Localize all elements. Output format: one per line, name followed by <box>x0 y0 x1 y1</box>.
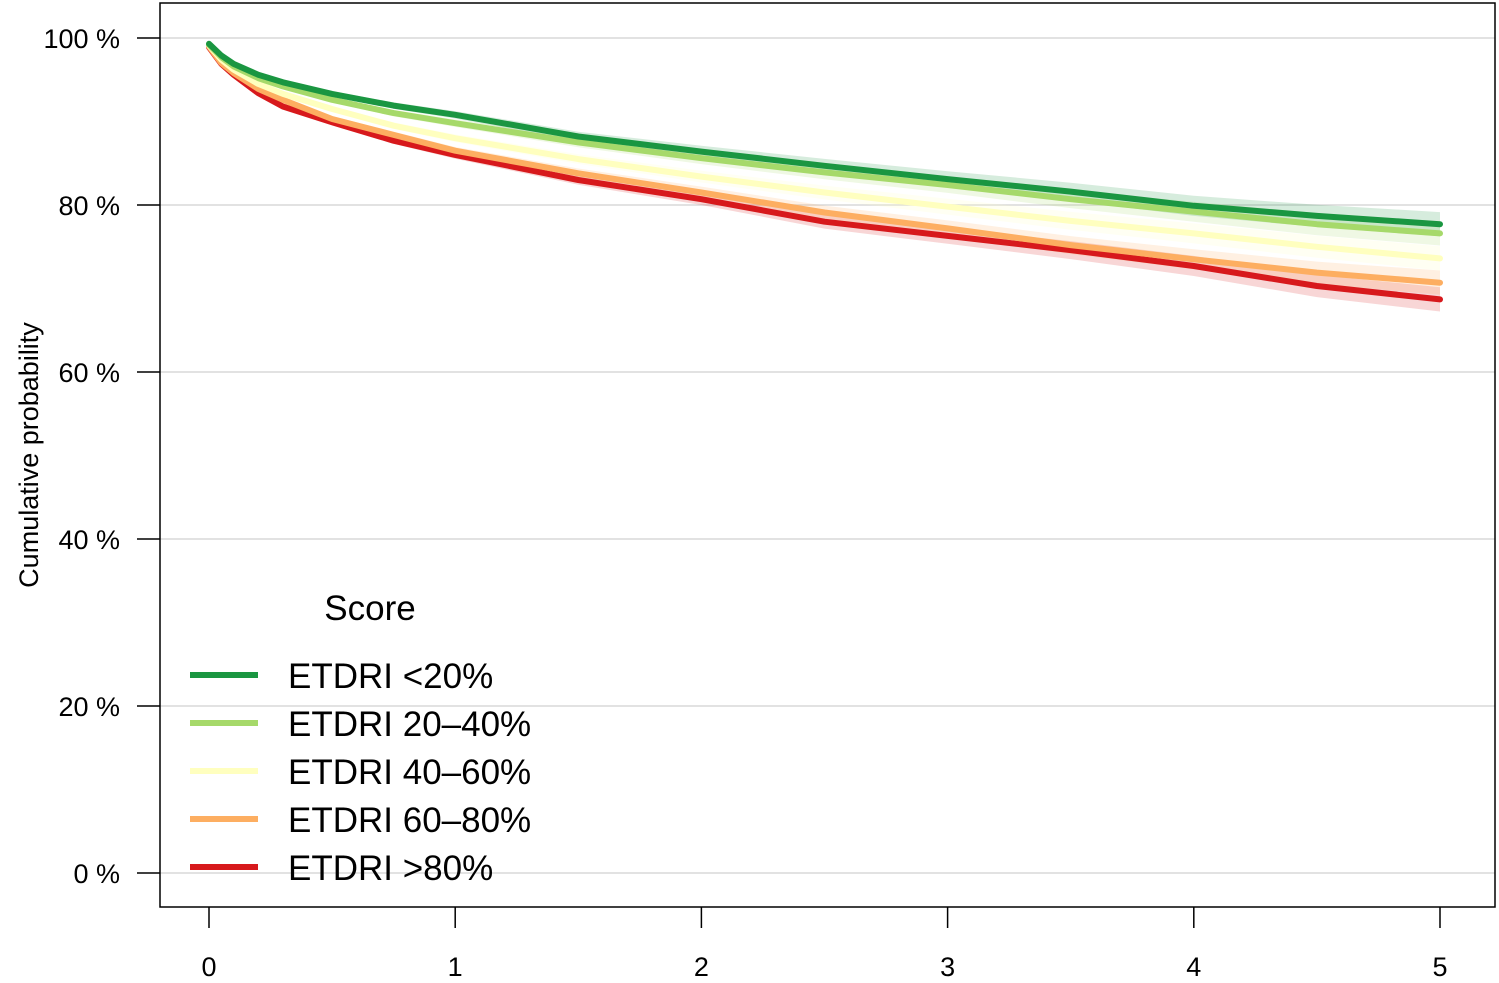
y-tick-label: 80 % <box>58 191 120 221</box>
legend-label: ETDRI 20–40% <box>288 705 531 744</box>
legend-title: Score <box>324 589 415 628</box>
x-tick-label: 3 <box>940 952 955 982</box>
y-tick-label: 20 % <box>58 692 120 722</box>
y-axis: 0 % 20 % 40 % 60 % 80 % 100 % <box>43 24 160 889</box>
x-tick-label: 5 <box>1432 952 1447 982</box>
legend-label: ETDRI >80% <box>288 849 493 888</box>
series-line <box>206 40 1443 228</box>
x-tick-label: 2 <box>694 952 709 982</box>
x-tick-label: 4 <box>1186 952 1201 982</box>
series-lines <box>206 40 1443 303</box>
y-tick-label: 40 % <box>58 525 120 555</box>
x-axis: 0 1 2 3 4 5 <box>201 907 1448 982</box>
x-tick-label: 1 <box>448 952 463 982</box>
legend-label: ETDRI <20% <box>288 657 493 696</box>
legend: Score ETDRI <20% ETDRI 20–40% ETDRI 40–60%… <box>190 589 531 888</box>
legend-label: ETDRI 40–60% <box>288 753 531 792</box>
y-tick-label: 60 % <box>58 358 120 388</box>
y-tick-label: 0 % <box>73 859 120 889</box>
series-line <box>206 43 1443 286</box>
x-tick-label: 0 <box>201 952 216 982</box>
legend-label: ETDRI 60–80% <box>288 801 531 840</box>
gridlines <box>160 37 1495 874</box>
plot-frame <box>159 2 1496 908</box>
y-axis-title: Cumulative probability <box>14 322 44 588</box>
series-line <box>206 42 1443 262</box>
y-tick-label: 100 % <box>43 24 120 54</box>
